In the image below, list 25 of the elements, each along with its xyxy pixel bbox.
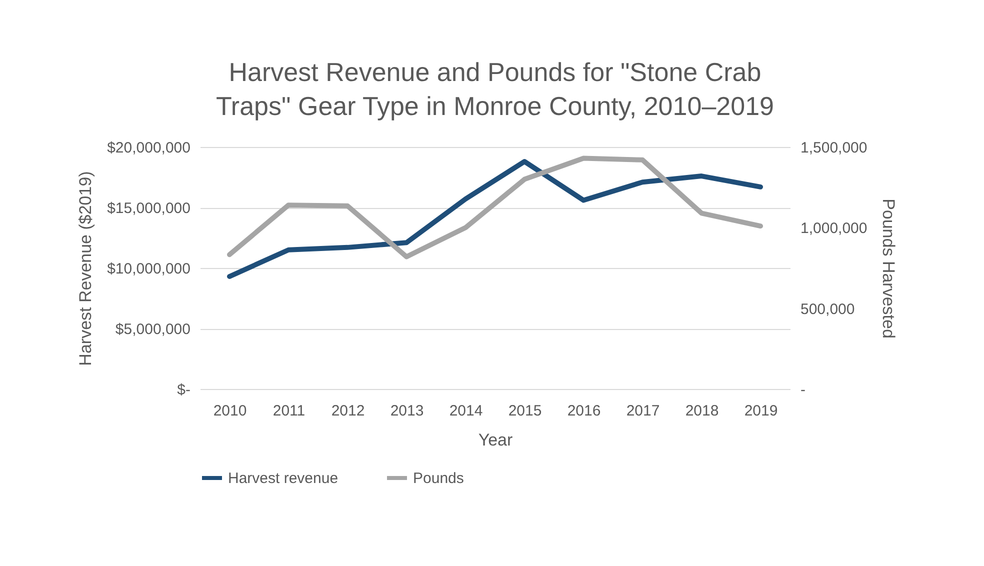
x-tick-label: 2017 xyxy=(626,402,660,420)
y-tick-label: $10,000,000 xyxy=(107,260,190,278)
y-axis-title: Harvest Revenue ($2019) xyxy=(76,171,96,366)
x-tick-label: 2013 xyxy=(390,402,424,420)
x-tick-label: 2014 xyxy=(449,402,483,420)
y-tick-label: $20,000,000 xyxy=(107,140,190,156)
y2-axis-title: Pounds Harvested xyxy=(879,198,898,338)
y2-tick-label: - xyxy=(800,382,806,398)
y-tick-label: $15,000,000 xyxy=(107,200,190,217)
x-tick-label: 2015 xyxy=(508,402,542,420)
x-tick-label: 2016 xyxy=(567,402,601,420)
x-tick-label: 2012 xyxy=(331,402,365,420)
chart-title: Harvest Revenue and Pounds for "Stone Crab Traps" Gear Type in Monroe County, 2010–2019 xyxy=(216,57,774,121)
legend-label: Harvest revenue xyxy=(228,470,338,487)
x-tick-label: 2010 xyxy=(213,402,247,420)
y-tick-label: $- xyxy=(177,382,190,398)
x-tick-label: 2011 xyxy=(272,402,306,420)
x-tick-label: 2019 xyxy=(744,402,778,420)
y2-tick-label: 1,000,000 xyxy=(800,220,868,238)
x-tick-label: 2018 xyxy=(685,402,719,420)
legend-label: Pounds xyxy=(413,470,464,487)
y-tick-label: $5,000,000 xyxy=(115,321,190,338)
x-axis-title: Year xyxy=(478,430,514,450)
y2-tick-label: 1,500,000 xyxy=(800,140,868,156)
y2-tick-label: 500,000 xyxy=(800,300,855,318)
